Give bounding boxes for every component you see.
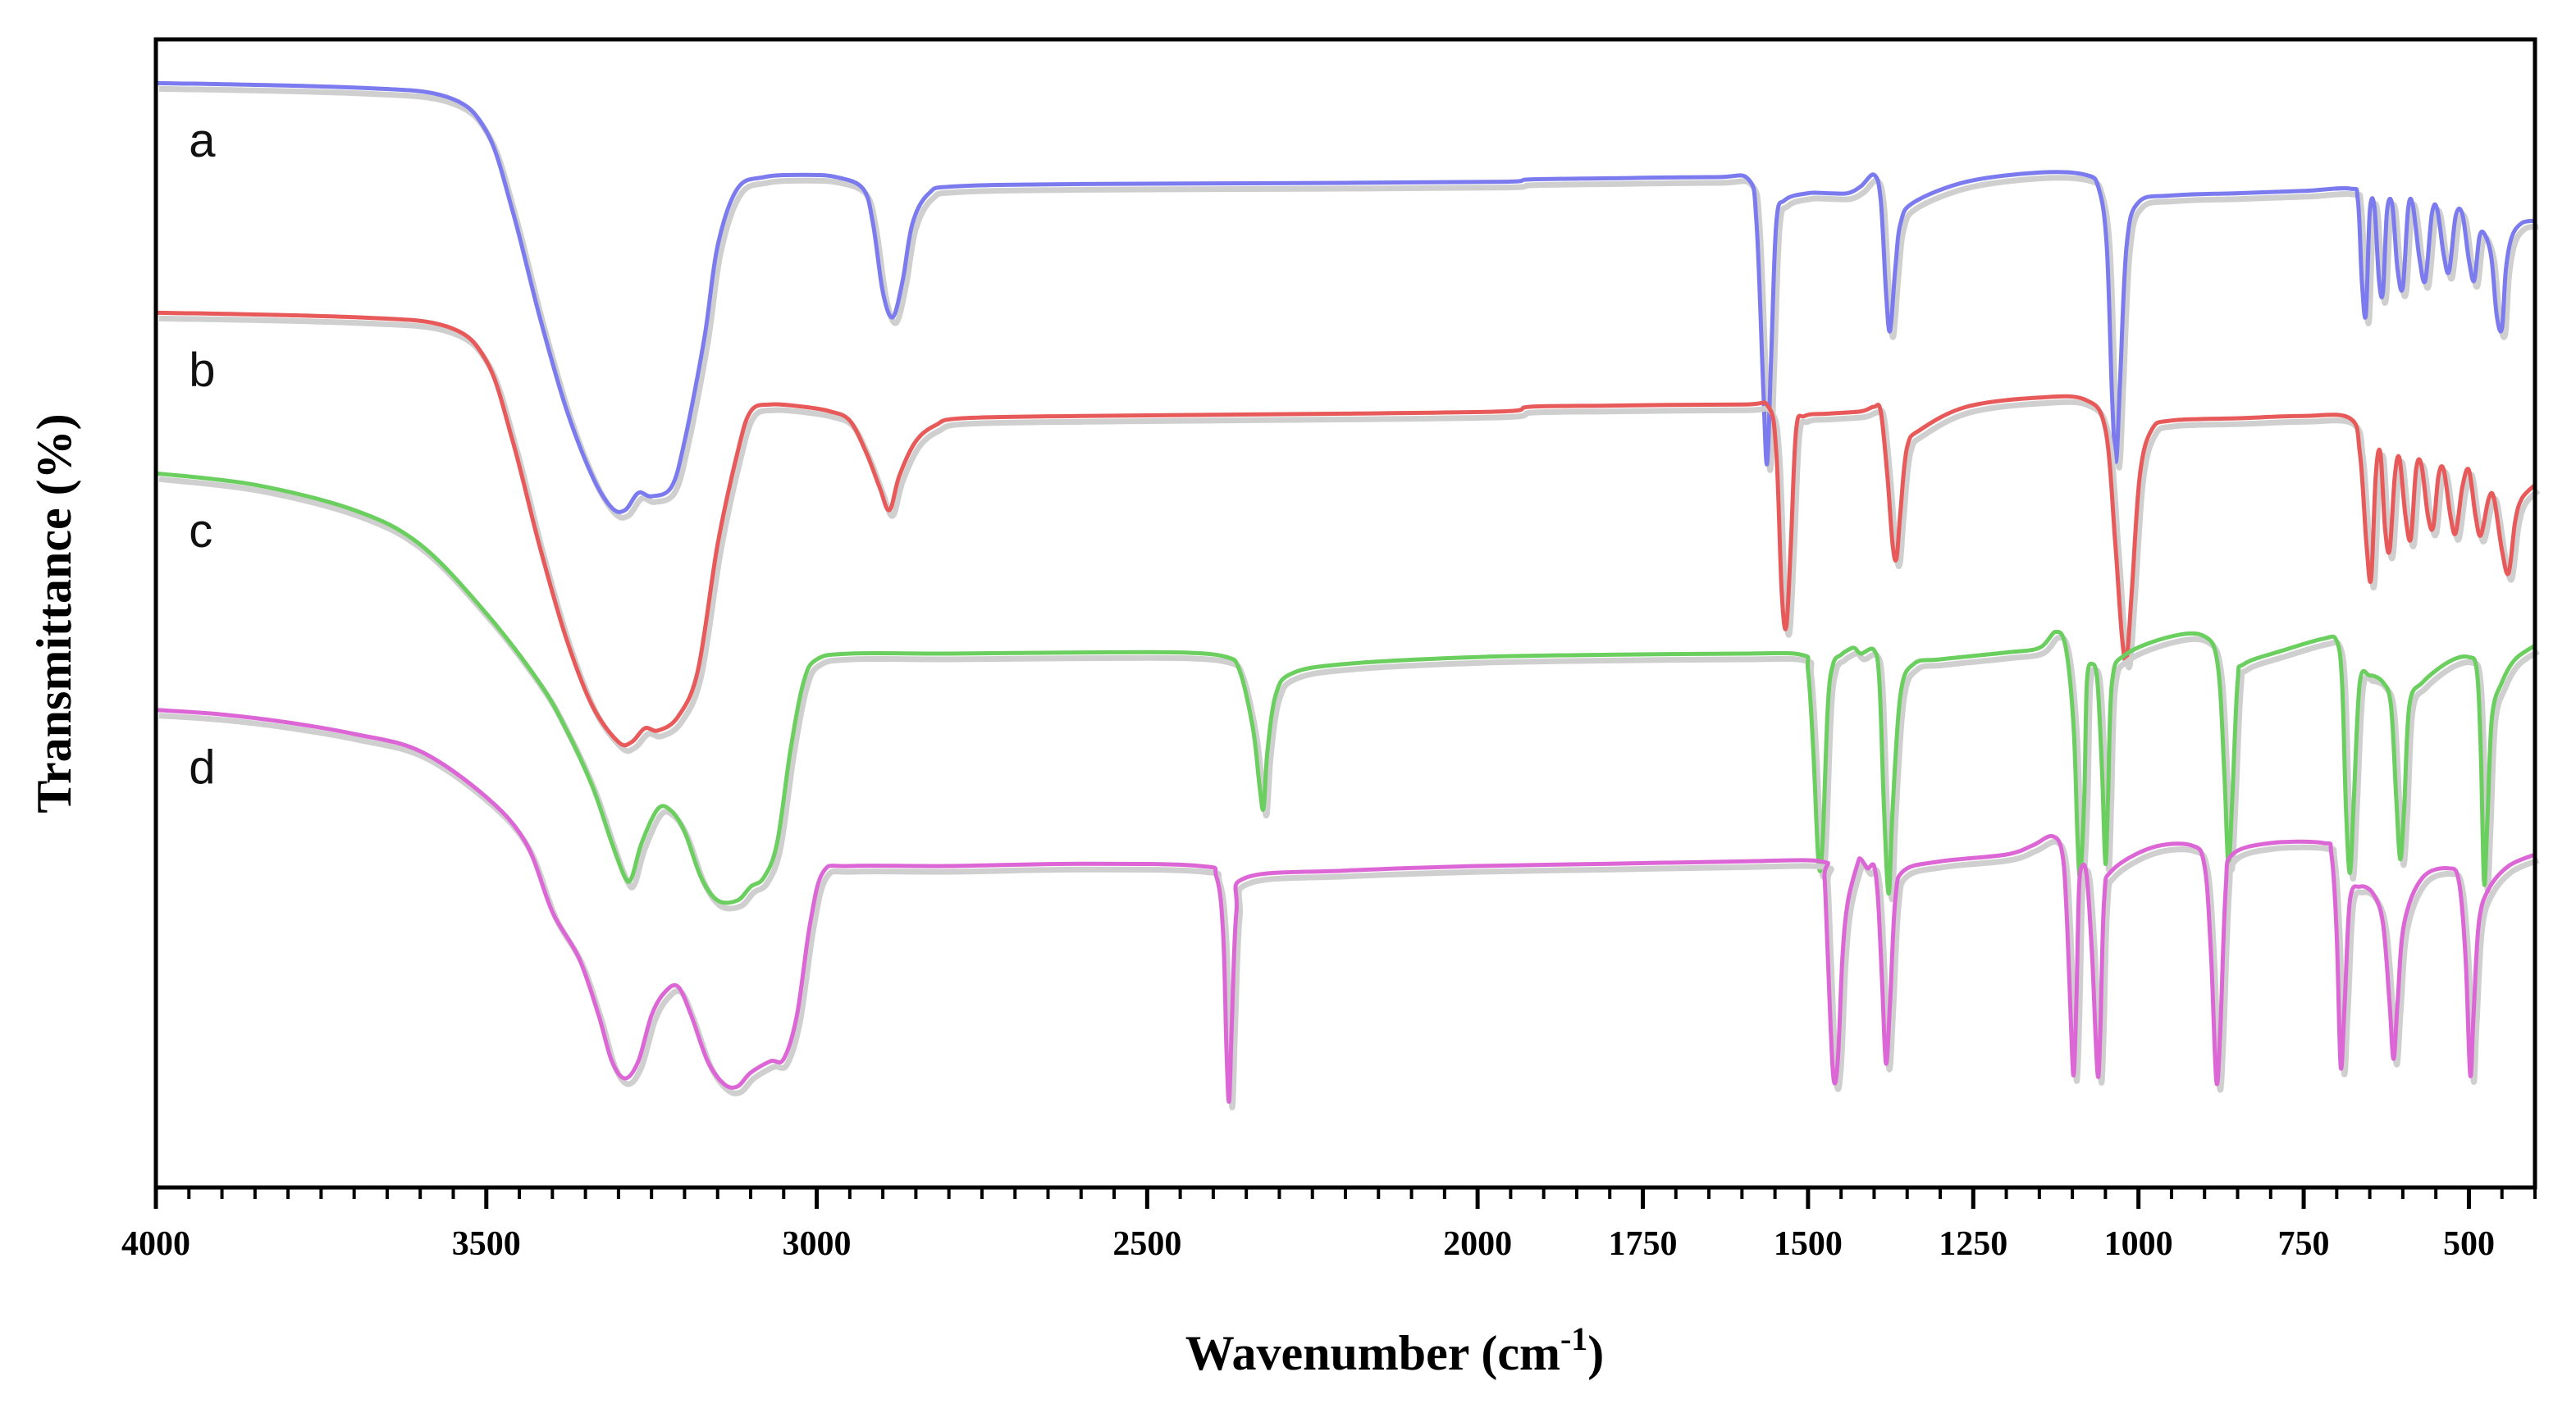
x-tick-label: 750 (2278, 1225, 2330, 1263)
series-layer (155, 80, 2541, 1110)
x-tick-label: 1750 (1609, 1225, 1678, 1263)
series-label-d: d (189, 741, 215, 795)
series-label-b: b (189, 344, 215, 397)
series-a-line (155, 80, 2536, 514)
x-axis-title: Wavenumber (cm-1) (1185, 1320, 1605, 1380)
x-tick-label: 3000 (783, 1225, 852, 1263)
series-label-a: a (189, 114, 216, 167)
x-axis-title-close: ) (1587, 1326, 1604, 1380)
series-label-layer: a b c d (189, 114, 216, 794)
x-tick-label: 2500 (1112, 1225, 1181, 1263)
x-tick-label: 1500 (1774, 1225, 1843, 1263)
series-a-shadow (158, 85, 2539, 521)
series-c-line (155, 471, 2537, 905)
x-tick-label: 2000 (1443, 1225, 1512, 1263)
x-axis-ticks: 4000 3500 3000 2500 2000 1750 1500 1250 1000 750 5… (121, 1187, 2537, 1263)
y-axis-title: Transmittance (%) (27, 413, 81, 813)
series-d-shadow (158, 713, 2540, 1110)
x-tick-label: 500 (2443, 1225, 2495, 1263)
series-label-c: c (189, 504, 212, 558)
series-d-line (155, 708, 2536, 1104)
series-b-line (155, 310, 2537, 748)
x-tick-label: 1250 (1939, 1225, 2007, 1263)
x-axis-title-main: Wavenumber (cm (1185, 1326, 1560, 1380)
x-tick-label: 3500 (452, 1225, 521, 1263)
x-tick-label: 4000 (121, 1225, 190, 1263)
series-c-shadow (158, 476, 2541, 912)
x-tick-label: 1000 (2104, 1225, 2173, 1263)
x-axis-title-superscript: -1 (1560, 1320, 1587, 1357)
